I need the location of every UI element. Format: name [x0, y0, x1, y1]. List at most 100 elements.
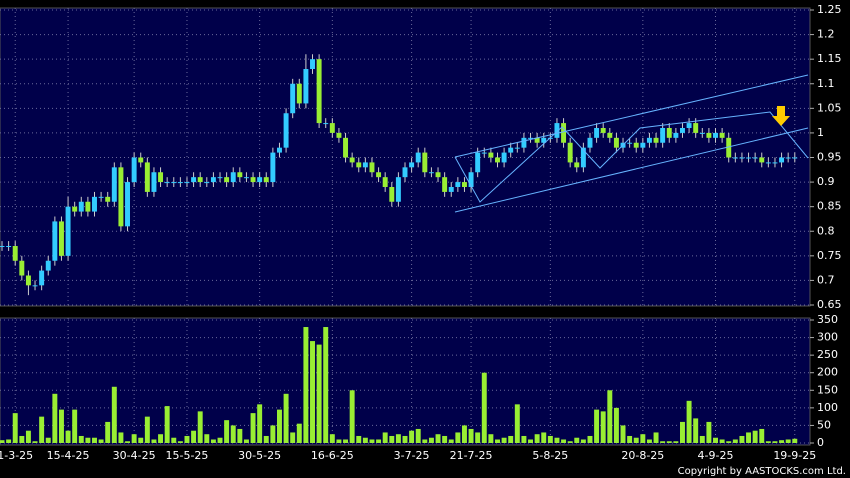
- candle-body: [415, 152, 421, 163]
- volume-bar: [204, 434, 210, 443]
- volume-bar: [409, 430, 415, 443]
- y-tick-label: 0.7: [817, 273, 835, 286]
- candle-body: [39, 270, 45, 286]
- candle-body: [349, 157, 355, 163]
- volume-bar: [508, 435, 514, 443]
- candle-body: [177, 182, 183, 184]
- volume-bar: [164, 406, 170, 443]
- candle-body: [270, 152, 276, 183]
- candle-body: [746, 157, 752, 159]
- volume-bar: [481, 372, 487, 443]
- volume-bar: [395, 434, 401, 443]
- candle-body: [455, 182, 461, 187]
- volume-bar: [349, 390, 355, 443]
- volume-bar: [389, 435, 395, 443]
- volume-bar: [329, 434, 335, 443]
- candle-body: [144, 162, 150, 192]
- volume-bar: [415, 428, 421, 443]
- volume-bar: [310, 341, 315, 443]
- candle-body: [329, 123, 335, 133]
- y2-tick-label: 200: [817, 366, 838, 379]
- volume-bar: [726, 441, 732, 443]
- candle-body: [138, 157, 144, 163]
- x-tick-label: 16-6-25: [311, 449, 354, 462]
- candle-body: [191, 177, 197, 183]
- volume-bar: [210, 439, 216, 443]
- candle-body: [276, 147, 282, 153]
- candle-body: [640, 142, 646, 148]
- volume-bar: [52, 393, 58, 443]
- volume-bar: [501, 437, 507, 443]
- candle-body: [686, 123, 692, 128]
- candle-body: [660, 128, 666, 143]
- volume-bar: [382, 432, 388, 443]
- x-tick-label: 15-5-25: [166, 449, 209, 462]
- candle-body: [32, 285, 38, 287]
- candle-body: [125, 182, 131, 227]
- volume-bar: [270, 425, 276, 443]
- volume-bar: [785, 439, 791, 443]
- candle-body: [481, 152, 487, 154]
- volume-bar: [693, 418, 699, 443]
- candle-body: [713, 132, 718, 138]
- volume-bar: [528, 439, 534, 443]
- volume-bar: [131, 434, 137, 443]
- volume-bar: [673, 441, 679, 443]
- volume-bar: [138, 437, 144, 443]
- candle-body: [65, 206, 71, 256]
- y-tick-label: 0.95: [817, 151, 842, 164]
- volume-bar: [713, 437, 718, 443]
- volume-bar: [765, 441, 771, 443]
- volume-bar: [85, 437, 91, 443]
- candle-body: [541, 137, 547, 143]
- volume-bar: [224, 420, 230, 443]
- candle-body: [151, 172, 157, 192]
- candle-body: [0, 246, 5, 247]
- y2-tick-label: 0: [817, 436, 824, 449]
- volume-bar: [646, 439, 652, 443]
- candle-body: [706, 132, 712, 138]
- volume-bar: [495, 439, 500, 443]
- volume-bar: [6, 439, 12, 443]
- volume-bar: [39, 416, 45, 443]
- y-tick-label: 1.15: [817, 52, 842, 65]
- volume-bar: [105, 421, 111, 443]
- candle-body: [554, 123, 560, 138]
- candle-body: [594, 128, 600, 138]
- volume-bar: [32, 441, 38, 443]
- arrow-icon: [772, 106, 790, 126]
- volume-bar: [779, 440, 785, 443]
- volume-bar: [739, 435, 745, 443]
- volume-bar: [343, 439, 349, 443]
- candle-body: [759, 157, 765, 163]
- volume-bar: [118, 432, 124, 443]
- candle-body: [633, 142, 639, 148]
- candle-body: [356, 162, 362, 168]
- candle-body: [257, 177, 263, 183]
- y-tick-label: 1.05: [817, 101, 842, 114]
- volume-bar: [125, 441, 131, 443]
- volume-bar: [316, 344, 322, 443]
- candle-body: [528, 137, 534, 139]
- candle-body: [600, 128, 606, 133]
- candle-body: [92, 196, 97, 212]
- volume-bar: [12, 413, 18, 443]
- volume-bar: [362, 437, 368, 443]
- candle-body: [719, 132, 725, 138]
- volume-bar: [144, 416, 150, 443]
- candle-body: [653, 137, 659, 143]
- volume-bar: [640, 434, 646, 443]
- trend-annotation: [454, 74, 809, 213]
- y2-tick-label: 300: [817, 331, 838, 344]
- plot: 0.65 0.7 0.75 0.8 0.85 0.9 0.95 1 1.05 1.1 1.15 1.2…: [0, 3, 842, 462]
- y-tick-label: 1: [817, 126, 824, 139]
- volume-bar: [521, 435, 527, 443]
- volume-bar: [369, 439, 375, 443]
- candle-body: [699, 132, 705, 134]
- channel-lower: [454, 127, 809, 213]
- candle-body: [607, 132, 613, 138]
- volume-panel: [0, 317, 811, 446]
- volume-bar: [660, 441, 666, 443]
- volume-bar: [554, 437, 560, 443]
- volume-bar: [567, 441, 573, 443]
